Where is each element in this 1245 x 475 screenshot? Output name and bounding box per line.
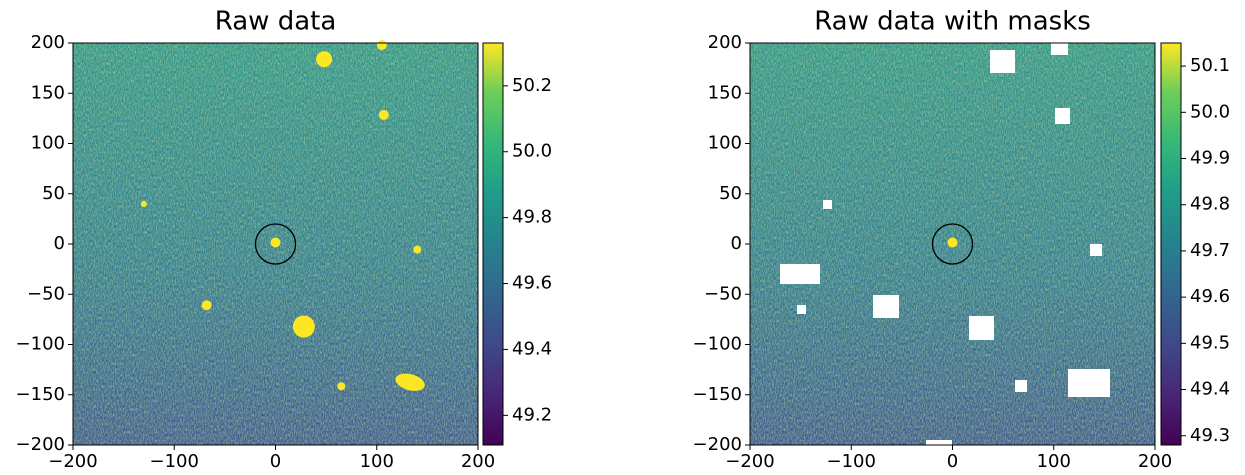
y-tick-label: −100 [693, 334, 742, 355]
colorbar-tick-label: 49.2 [512, 404, 552, 425]
source [378, 109, 389, 120]
y-tick-label: 100 [708, 133, 742, 154]
x-tick-label: 0 [947, 451, 958, 472]
y-tick-label: 50 [42, 183, 65, 204]
colorbar-tick-label: 49.5 [1190, 332, 1230, 353]
colorbar-tick-label: 49.8 [1190, 194, 1230, 215]
y-tick-label: 0 [54, 233, 65, 254]
y-tick-label: −150 [693, 384, 742, 405]
colorbar-tick-label: 50.2 [512, 75, 552, 96]
x-tick-label: 100 [1037, 451, 1071, 472]
colorbar [1160, 42, 1182, 446]
mask [926, 440, 952, 445]
x-tick-label: −100 [150, 451, 199, 472]
y-tick-label: −200 [16, 434, 65, 455]
y-tick-label: 150 [708, 82, 742, 103]
mask [1055, 108, 1070, 124]
mask [1051, 43, 1068, 55]
x-tick-label: −200 [725, 451, 774, 472]
colorbar-tick-label: 50.0 [1190, 101, 1230, 122]
x-tick-label: 0 [270, 451, 281, 472]
mask [1015, 380, 1027, 392]
mask [780, 264, 820, 284]
panel [72, 40, 479, 446]
y-tick-label: −100 [16, 334, 65, 355]
mask [990, 50, 1015, 73]
y-tick-label: −50 [27, 283, 65, 304]
mask [873, 295, 899, 318]
source [337, 382, 346, 391]
source [395, 373, 425, 391]
y-tick-label: −150 [16, 384, 65, 405]
source [316, 51, 333, 68]
source [947, 237, 958, 248]
mask [1090, 244, 1102, 256]
y-tick-label: 150 [31, 82, 65, 103]
chart-title: Raw data with masks [814, 7, 1091, 37]
source [140, 201, 147, 208]
colorbar-tick-label: 49.7 [1190, 240, 1230, 261]
colorbar-tick-label: 50.0 [512, 141, 552, 162]
mask [797, 305, 806, 314]
y-tick-label: 200 [31, 32, 65, 53]
y-tick-label: 50 [719, 183, 742, 204]
chart-title: Raw data [215, 7, 337, 37]
y-tick-label: −200 [693, 434, 742, 455]
y-tick-label: 200 [708, 32, 742, 53]
x-tick-label: 200 [1138, 451, 1172, 472]
y-tick-label: −50 [704, 283, 742, 304]
colorbar-tick-label: 49.6 [512, 273, 552, 294]
target-circle [254, 223, 297, 265]
mask [823, 200, 832, 209]
x-tick-label: −100 [827, 451, 876, 472]
colorbar [482, 42, 504, 446]
colorbar-tick-label: 49.4 [512, 338, 552, 359]
source [201, 300, 212, 311]
x-tick-label: 200 [461, 451, 495, 472]
mask [1068, 369, 1110, 397]
colorbar-tick-label: 49.8 [512, 207, 552, 228]
colorbar-tick-label: 49.4 [1190, 379, 1230, 400]
source [270, 237, 281, 248]
colorbar-tick-label: 49.9 [1190, 148, 1230, 169]
source [413, 245, 422, 254]
y-tick-label: 0 [731, 233, 742, 254]
x-tick-label: −200 [48, 451, 97, 472]
colorbar-tick-label: 49.6 [1190, 286, 1230, 307]
colorbar-tick-label: 50.1 [1190, 55, 1230, 76]
source [376, 40, 387, 51]
colorbar-tick-label: 49.3 [1190, 425, 1230, 446]
panel [749, 42, 1156, 446]
x-tick-label: 100 [360, 451, 394, 472]
target-circle [931, 223, 974, 265]
mask [969, 316, 994, 340]
y-tick-label: 100 [31, 133, 65, 154]
source [292, 315, 315, 338]
